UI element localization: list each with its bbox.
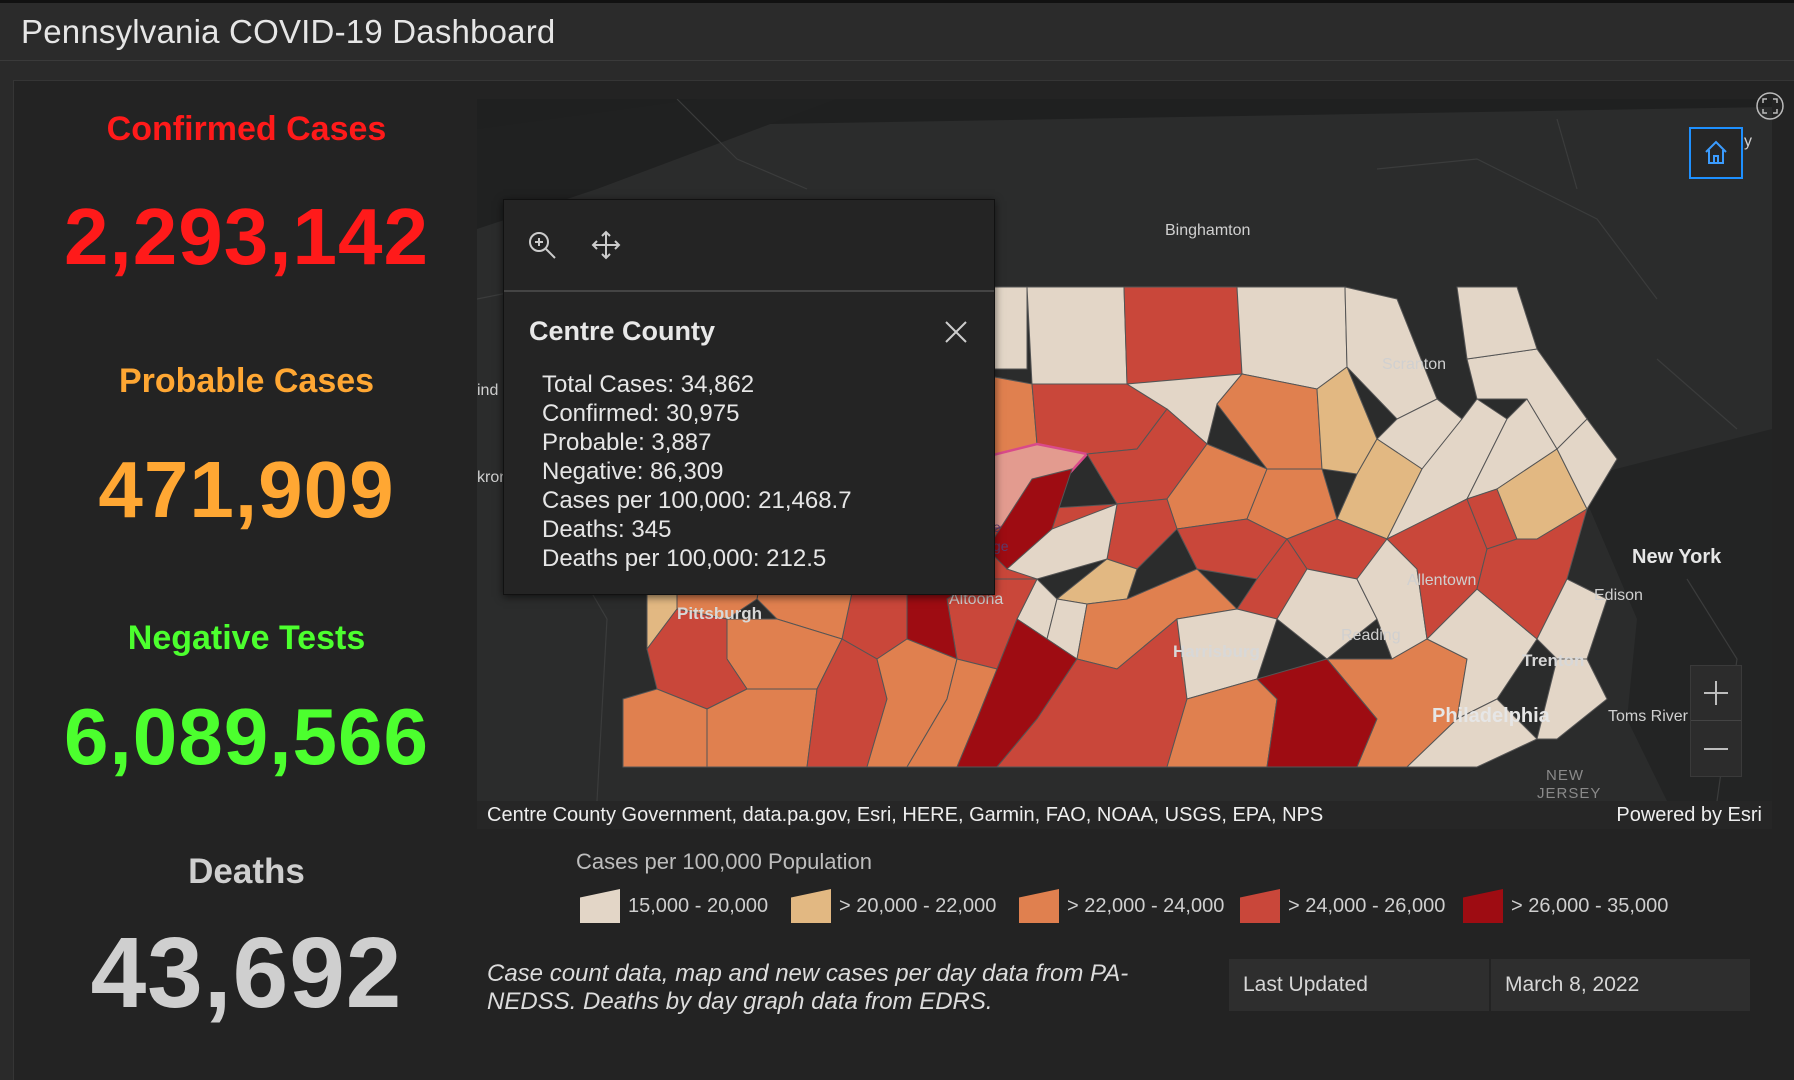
popup-field: Deaths: 345 bbox=[542, 516, 672, 543]
map-attribution: Centre County Government, data.pa.gov, E… bbox=[477, 801, 1772, 829]
legend-label: 15,000 - 20,000 bbox=[628, 895, 769, 917]
pennsylvania-counties[interactable] bbox=[622, 286, 1618, 768]
legend-label: > 24,000 - 26,000 bbox=[1288, 895, 1446, 917]
home-button[interactable] bbox=[1689, 127, 1743, 179]
county-shape[interactable] bbox=[1176, 608, 1278, 700]
zoom-out-button[interactable] bbox=[1691, 722, 1741, 777]
probable-cases-label: Probable Cases bbox=[118, 362, 375, 400]
county-shape[interactable] bbox=[1536, 578, 1608, 660]
county-shape[interactable] bbox=[1236, 286, 1348, 390]
home-icon bbox=[1705, 140, 1727, 164]
map-label-philadelphia: Philadelphia bbox=[1432, 705, 1550, 727]
popup-fields: Total Cases: 34,862 Confirmed: 30,975 Pr… bbox=[542, 370, 852, 573]
stats-panel: Confirmed Cases 2,293,142 Probable Cases… bbox=[14, 81, 479, 1080]
confirmed-cases-value: 2,293,142 bbox=[64, 192, 429, 281]
probable-cases-value: 471,909 bbox=[98, 445, 395, 534]
deaths-value: 43,692 bbox=[90, 917, 403, 1029]
top-strip bbox=[0, 0, 1794, 3]
popup-toolbar bbox=[504, 200, 994, 292]
last-updated-value: March 8, 2022 bbox=[1505, 973, 1640, 996]
map-label-scranton: Scranton bbox=[1382, 356, 1447, 373]
map-label-edge-y: y bbox=[1744, 133, 1752, 150]
popup-title: Centre County bbox=[529, 316, 716, 346]
negative-tests-value: 6,089,566 bbox=[64, 692, 429, 781]
last-updated-label: Last Updated bbox=[1243, 973, 1368, 996]
zoom-controls bbox=[1690, 665, 1742, 777]
popup-close-button[interactable] bbox=[942, 318, 970, 346]
page-title: Pennsylvania COVID-19 Dashboard bbox=[21, 13, 556, 50]
popup-field: Deaths per 100,000: 212.5 bbox=[542, 545, 827, 572]
minus-icon bbox=[1704, 748, 1728, 750]
legend-title: Cases per 100,000 Population bbox=[576, 849, 872, 874]
powered-by-esri-link[interactable]: Powered by Esri bbox=[1616, 804, 1762, 826]
map-label-pittsburgh: Pittsburgh bbox=[677, 604, 762, 623]
popup-field: Probable: 3,887 bbox=[542, 429, 712, 456]
zoom-in-icon bbox=[529, 232, 556, 259]
map-label-edge-ind: ind bbox=[477, 382, 499, 399]
map-label-binghamton: Binghamton bbox=[1165, 222, 1251, 239]
popup-field: Total Cases: 34,862 bbox=[542, 371, 755, 398]
map-label-allentown: Allentown bbox=[1407, 572, 1477, 589]
map-label-new-york: New York bbox=[1632, 546, 1722, 568]
attribution-text: Centre County Government, data.pa.gov, E… bbox=[487, 804, 1324, 826]
plus-icon bbox=[1704, 681, 1728, 705]
map-label-trenton: Trenton bbox=[1522, 651, 1585, 670]
negative-tests-label: Negative Tests bbox=[127, 619, 366, 657]
map-label-reading: Reading bbox=[1341, 627, 1401, 644]
map-label-altoona: Altoona bbox=[949, 591, 1004, 608]
zoom-in-button[interactable] bbox=[1691, 666, 1741, 721]
popup-field: Cases per 100,000: 21,468.7 bbox=[542, 487, 852, 514]
county-shape[interactable] bbox=[1123, 286, 1243, 385]
map-label-new: NEW bbox=[1546, 767, 1584, 784]
zoom-to-button[interactable] bbox=[526, 229, 558, 261]
data-source-note: Case count data, map and new cases per d… bbox=[487, 960, 1129, 1015]
lake-erie bbox=[477, 99, 837, 229]
map-label-edison: Edison bbox=[1594, 587, 1643, 604]
map-label-toms-river: Toms River bbox=[1608, 708, 1689, 725]
last-updated-value-cell: March 8, 2022 bbox=[1491, 959, 1750, 1011]
last-updated-table: Last Updated March 8, 2022 bbox=[1229, 959, 1750, 1011]
expand-button[interactable] bbox=[1755, 91, 1785, 121]
deaths-label: Deaths bbox=[188, 852, 305, 891]
county-shape[interactable] bbox=[1456, 286, 1538, 360]
map-label-harrisburg: Harrisburg bbox=[1173, 642, 1260, 661]
popup-field: Confirmed: 30,975 bbox=[542, 400, 740, 427]
map-label-jersey: JERSEY bbox=[1537, 785, 1602, 801]
last-updated-label-cell: Last Updated bbox=[1229, 959, 1489, 1011]
popup-field: Negative: 86,309 bbox=[542, 458, 724, 485]
legend-label: > 22,000 - 24,000 bbox=[1067, 895, 1225, 917]
county-popup: Centre County Total Cases: 34,862 Confir… bbox=[503, 199, 995, 595]
close-icon bbox=[945, 321, 967, 343]
expand-icon bbox=[1756, 92, 1784, 120]
pan-button[interactable] bbox=[590, 229, 622, 261]
county-shape[interactable] bbox=[1026, 286, 1128, 385]
county-shape[interactable] bbox=[1536, 658, 1608, 740]
header: Pennsylvania COVID-19 Dashboard bbox=[0, 3, 1794, 61]
county-shape[interactable] bbox=[1405, 698, 1538, 768]
legend-label: > 26,000 - 35,000 bbox=[1511, 895, 1669, 917]
county-shape[interactable] bbox=[706, 688, 818, 768]
confirmed-cases-label: Confirmed Cases bbox=[106, 110, 387, 148]
map-label-edge-kron: kron bbox=[477, 469, 509, 486]
legend-label: > 20,000 - 22,000 bbox=[839, 895, 997, 917]
county-shape[interactable] bbox=[1125, 373, 1244, 445]
county-shape[interactable] bbox=[1006, 503, 1118, 580]
county-shape[interactable] bbox=[1276, 568, 1378, 660]
move-icon bbox=[591, 230, 621, 260]
